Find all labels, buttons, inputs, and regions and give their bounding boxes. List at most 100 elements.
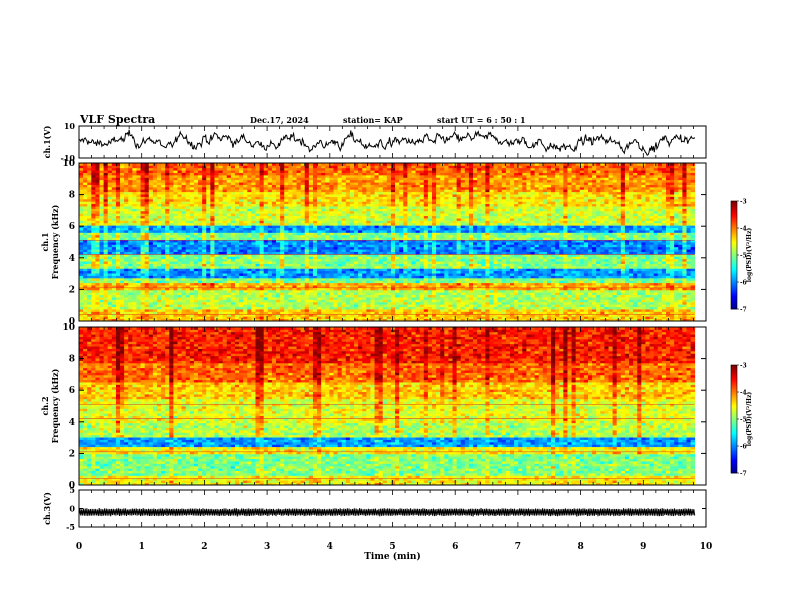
spectrogram-cell (148, 206, 154, 209)
spectrogram-cell (173, 304, 178, 308)
spectrogram-cell (210, 275, 215, 279)
spectrogram-cell (296, 299, 302, 303)
spectrogram-cell (370, 174, 375, 178)
spectrogram-cell (288, 280, 293, 284)
spectrogram-cell (165, 289, 170, 293)
spectrogram-cell (362, 179, 367, 183)
spectrogram-cell (325, 186, 330, 190)
spectrogram-cell (341, 210, 347, 214)
spectrogram-cell (370, 289, 375, 293)
spectrogram-cell (378, 218, 384, 221)
spectrogram-cell (337, 203, 343, 207)
spectrogram-cell (271, 167, 277, 171)
spectrogram-cell (280, 316, 285, 319)
spectrogram-cell (165, 206, 170, 209)
spectrogram-cell (317, 304, 322, 308)
spectrogram-cell (382, 304, 388, 308)
spectrogram-cell (362, 249, 367, 252)
spectrogram-cell (226, 196, 232, 200)
spectrogram-cell (312, 206, 318, 209)
spectrogram-cell (263, 292, 269, 296)
spectrogram-cell (259, 251, 265, 255)
spectrogram-cell (267, 294, 273, 298)
spectrogram-cell (243, 297, 248, 300)
spectrogram-cell (152, 234, 158, 238)
spectrogram-cell (120, 263, 125, 267)
spectrogram-cell (308, 306, 314, 310)
spectrogram-cell (276, 258, 281, 262)
spectrogram-cell (210, 292, 215, 296)
spectrogram-cell (185, 174, 191, 178)
spectrogram-cell (288, 230, 293, 233)
spectrogram-cell (292, 282, 297, 286)
spectrogram-cell (165, 249, 170, 252)
spectrogram-cell (83, 253, 88, 257)
spectrogram-cell (156, 301, 162, 305)
spectrogram-cell (132, 222, 137, 226)
spectrogram-cell (296, 165, 302, 169)
spectrogram-cell (218, 275, 224, 279)
spectrogram-cell (99, 234, 105, 238)
spectrogram-cell (243, 170, 248, 173)
spectrogram-cell (152, 179, 158, 183)
spectrogram-cell (374, 201, 380, 205)
spectrogram-cell (189, 270, 195, 274)
spectrogram-cell (140, 196, 146, 200)
spectrogram-cell (296, 256, 302, 260)
spectrogram-cell (226, 251, 232, 255)
spectrogram-cell (329, 309, 334, 312)
spectrogram-cell (296, 167, 302, 171)
spectrogram-cell (91, 196, 96, 200)
spectrogram-cell (193, 203, 199, 207)
spectrogram-cell (378, 292, 384, 296)
spectrogram-cell (165, 306, 170, 310)
spectrogram-cell (317, 256, 322, 260)
spectrogram-cell (317, 222, 322, 226)
spectrogram-cell (148, 232, 154, 236)
spectrogram-cell (206, 294, 211, 298)
spectrogram-cell (321, 163, 326, 166)
spectrogram-cell (107, 242, 113, 245)
spectrogram-cell (136, 165, 141, 169)
spectrogram-cell (247, 182, 252, 185)
spectrogram-cell (128, 222, 133, 226)
spectrogram-cell (247, 268, 252, 272)
spectrogram-cell (263, 177, 269, 181)
spectrogram-cell (214, 246, 219, 250)
spectrogram-cell (99, 230, 105, 233)
spectrogram-cell (115, 246, 121, 250)
spectrogram-cell (79, 215, 84, 219)
spectrogram-cell (329, 230, 334, 233)
spectrogram-cell (103, 206, 109, 209)
spectrogram-cell (243, 282, 248, 286)
spectrogram-cell (99, 280, 105, 284)
spectrogram-cell (103, 174, 109, 178)
spectrogram-cell (304, 311, 310, 315)
spectrogram-cell (99, 218, 105, 221)
spectrogram-cell (152, 246, 158, 250)
spectrogram-cell (91, 301, 96, 305)
spectrogram-cell (79, 191, 84, 195)
spectrogram-cell (296, 222, 302, 226)
spectrogram-cell (239, 174, 244, 178)
spectrogram-cell (95, 210, 100, 214)
spectrogram-cell (222, 208, 228, 212)
spectrogram-cell (169, 242, 174, 245)
spectrogram-cell (374, 311, 380, 315)
spectrogram-cell (79, 297, 84, 300)
spectrogram-cell (325, 237, 330, 240)
spectrogram-cell (370, 263, 375, 267)
spectrogram-cell (222, 258, 228, 262)
spectrogram-cell (202, 184, 207, 188)
spectrogram-cell (91, 230, 96, 233)
spectrogram-cell (317, 289, 322, 293)
spectrogram-cell (386, 246, 392, 250)
spectrogram-cell (304, 179, 310, 183)
spectrogram-cell (111, 165, 117, 169)
spectrogram-cell (120, 280, 125, 284)
spectrogram-cell (214, 206, 219, 209)
spectrogram-cell (79, 179, 84, 183)
spectrogram-cell (263, 203, 269, 207)
spectrogram-cell (87, 227, 92, 231)
spectrogram-cell (296, 246, 302, 250)
